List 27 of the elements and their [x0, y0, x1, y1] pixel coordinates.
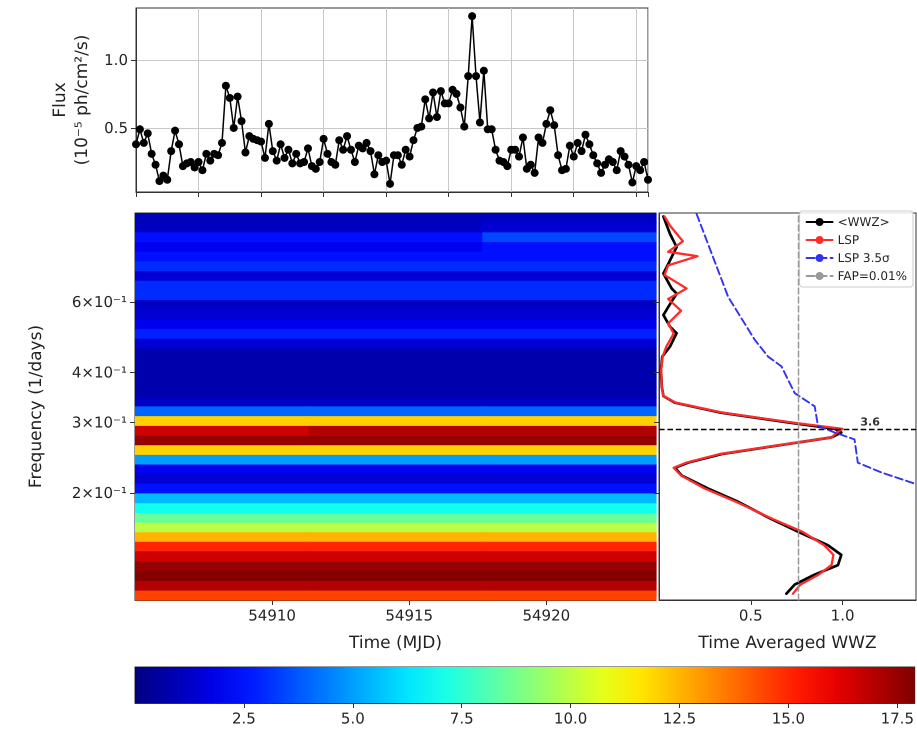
color-bar-label: 12.5 — [662, 710, 696, 728]
color-bar-label: 17.5 — [880, 710, 914, 728]
color-bar-label: 10.0 — [554, 710, 588, 728]
x-tick-label: 54910 — [248, 606, 296, 624]
legend-label: LSP 3.5σ — [838, 251, 890, 265]
x-tick-label: 54920 — [522, 606, 570, 624]
annotation: 3.6 — [860, 415, 880, 428]
color-bar-label: 2.5 — [232, 710, 256, 728]
legend-label: LSP — [838, 233, 860, 247]
x-axis-title: Time (MJD) — [348, 633, 442, 653]
color-bar-label: 7.5 — [450, 710, 474, 728]
y-tick-label: 4×10⁻¹ — [72, 363, 127, 382]
y-tick-label: 2×10⁻¹ — [72, 484, 127, 502]
y-tick-label: 3×10⁻¹ — [72, 413, 127, 432]
y-tick-label: 1.0 — [104, 50, 128, 69]
x-tick-label: 1.0 — [830, 606, 854, 624]
legend-label: FAP=0.01% — [838, 269, 907, 283]
y-tick-label: 0.5 — [104, 118, 128, 137]
x-tick-label: 0.5 — [738, 606, 763, 624]
color-bar-label: 15.0 — [772, 710, 806, 728]
y-tick-label: 6×10⁻¹ — [72, 292, 127, 311]
legend-label: <WWZ> — [838, 215, 890, 229]
y-axis-title: Frequency (1/days) — [26, 324, 46, 488]
y-axis-title: Flux (10⁻⁵ ph/cm²/s) — [50, 34, 92, 166]
x-axis-title: Time Averaged WWZ — [697, 633, 877, 653]
color-bar-label: 5.0 — [340, 710, 365, 728]
x-tick-label: 54915 — [385, 606, 434, 624]
